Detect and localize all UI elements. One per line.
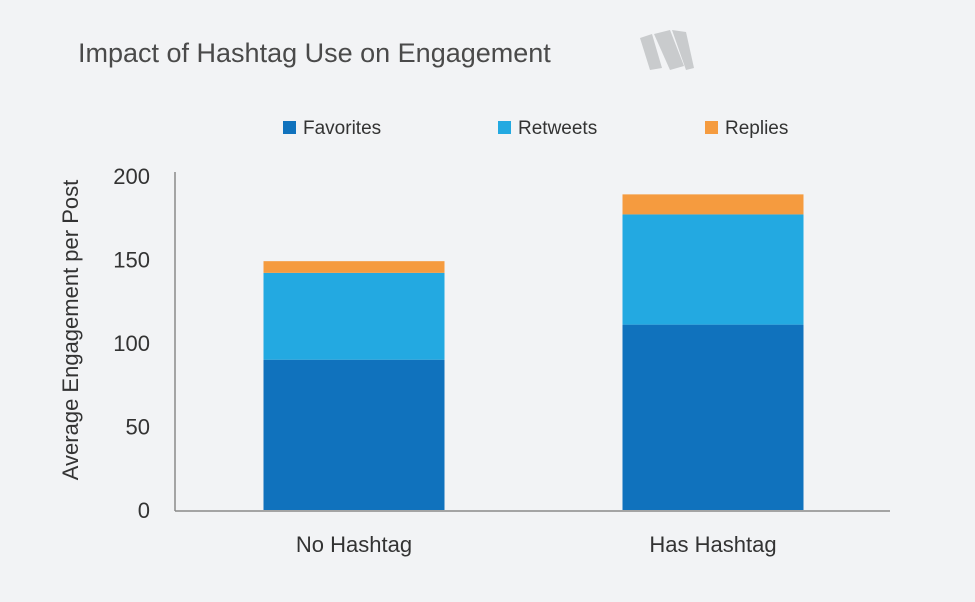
legend-swatch xyxy=(705,121,718,134)
y-tick-label: 100 xyxy=(113,331,150,356)
legend-swatch xyxy=(498,121,511,134)
legend-label: Replies xyxy=(725,118,788,139)
y-axis-ticks: 0 50 100 150 200 xyxy=(113,164,150,523)
x-axis-labels: No Hashtag Has Hashtag xyxy=(296,532,777,557)
y-tick-label: 50 xyxy=(126,415,150,440)
legend-label: Retweets xyxy=(518,118,597,139)
chart-title: Impact of Hashtag Use on Engagement xyxy=(78,38,551,68)
x-tick-label: No Hashtag xyxy=(296,532,412,557)
brand-logo-icon xyxy=(640,30,694,70)
x-tick-label: Has Hashtag xyxy=(649,532,776,557)
bars-group xyxy=(263,194,804,510)
bar-segment-favorites-no-hashtag xyxy=(263,359,445,510)
legend-item-favorites: Favorites xyxy=(283,118,381,139)
y-tick-label: 0 xyxy=(138,498,150,523)
y-tick-label: 200 xyxy=(113,164,150,189)
bar-segment-replies-has-hashtag xyxy=(622,194,804,215)
legend-label: Favorites xyxy=(303,118,381,139)
chart-legend: Favorites Retweets Replies xyxy=(283,118,788,139)
y-tick-label: 150 xyxy=(113,248,150,273)
y-axis-title: Average Engagement per Post xyxy=(58,180,83,480)
legend-item-replies: Replies xyxy=(705,118,788,139)
legend-swatch xyxy=(283,121,296,134)
bar-segment-retweets-has-hashtag xyxy=(622,214,804,325)
legend-item-retweets: Retweets xyxy=(498,118,597,139)
bar-segment-replies-no-hashtag xyxy=(263,261,445,273)
bar-segment-favorites-has-hashtag xyxy=(622,324,804,510)
axes-group xyxy=(174,172,890,512)
bar-segment-retweets-no-hashtag xyxy=(263,272,445,360)
